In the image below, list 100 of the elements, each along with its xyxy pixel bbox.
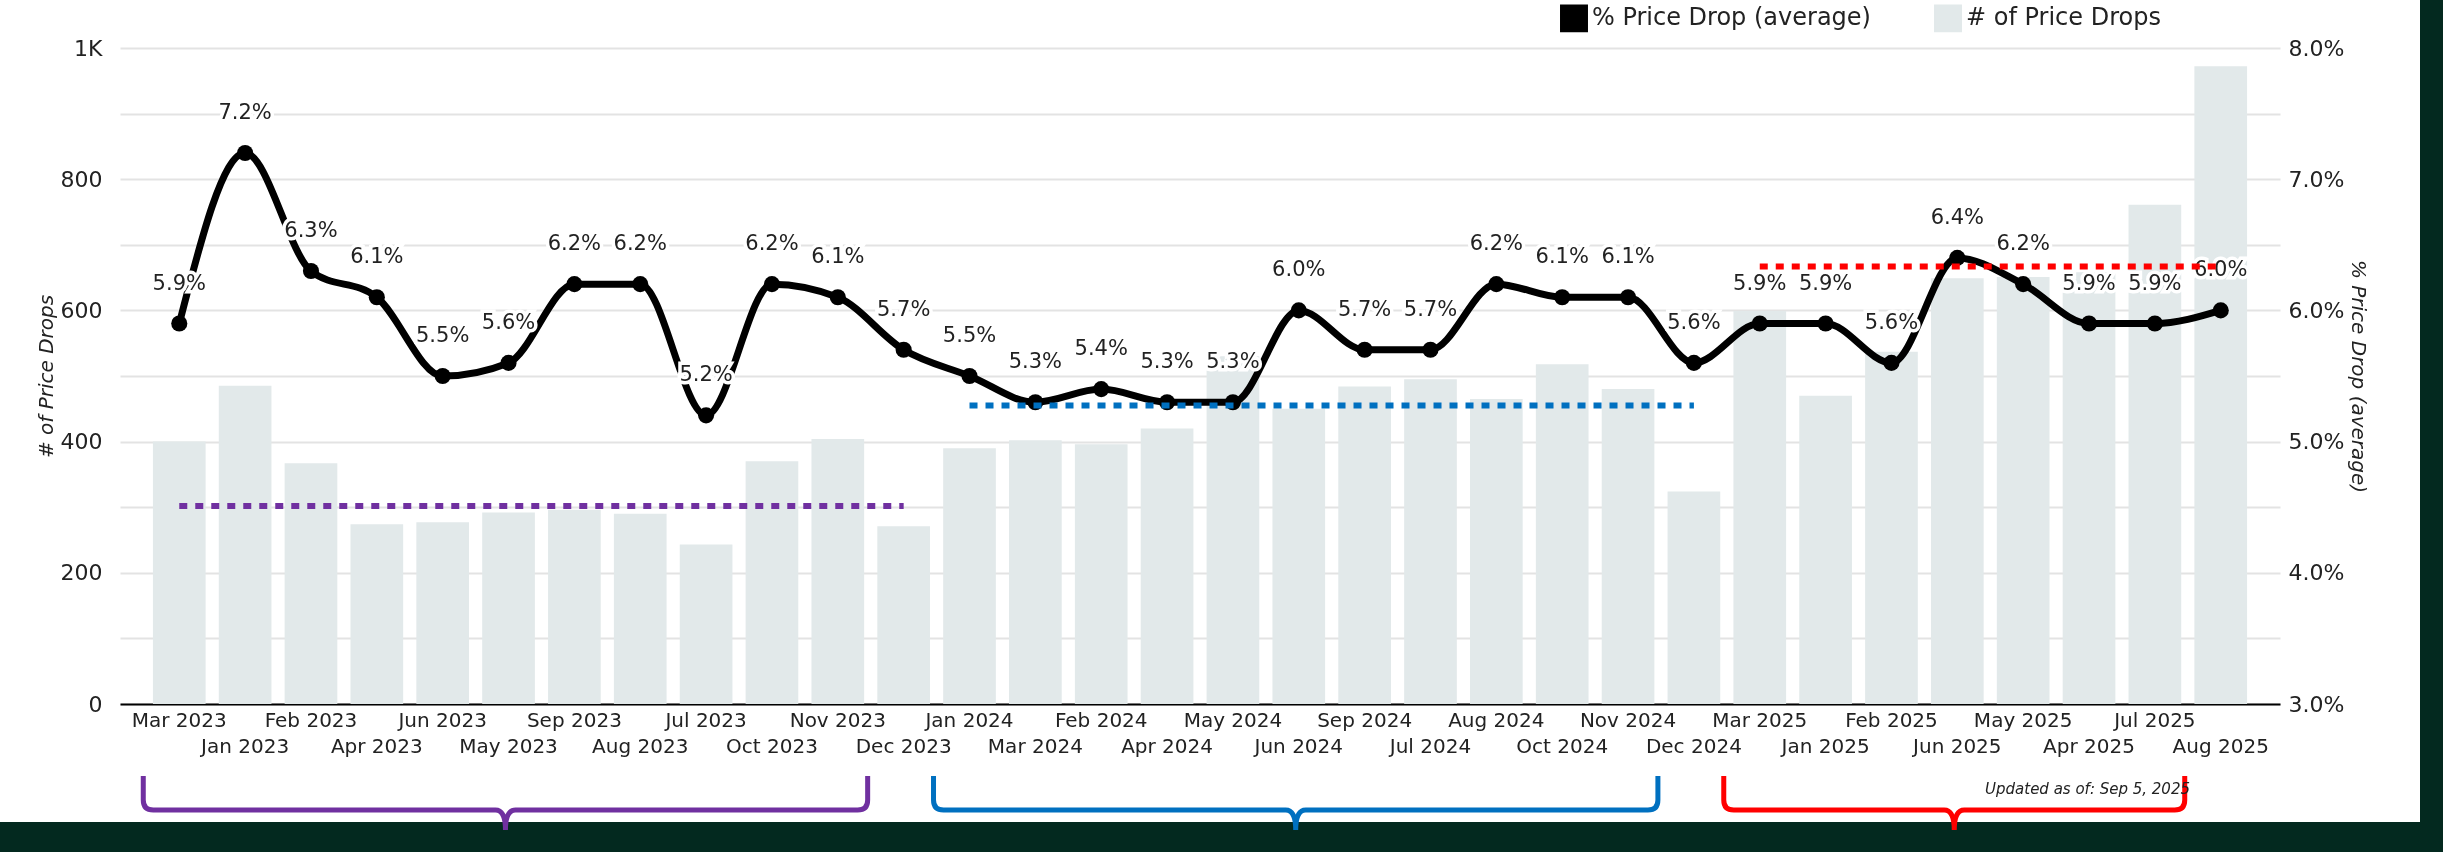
point — [1422, 341, 1439, 358]
y-tick-label: 200 — [60, 560, 103, 586]
x-tick-label: Dec 2023 — [855, 733, 952, 758]
point — [1093, 381, 1110, 398]
point — [2212, 302, 2229, 319]
y2-axis-title: % Price Drop (average) — [2347, 259, 2372, 494]
x-tick-label: Jul 2024 — [1387, 733, 1472, 758]
y-tick-label: 600 — [60, 297, 103, 323]
y-axis-title: # of Price Drops — [33, 294, 58, 459]
x-tick-label: Mar 2024 — [987, 733, 1083, 758]
data-label: 5.7% — [1337, 296, 1392, 321]
x-tick-label: Apr 2024 — [1121, 733, 1213, 758]
x-tick-label: Nov 2024 — [1579, 707, 1677, 732]
point — [1751, 315, 1768, 332]
x-tick-label: Jan 2023 — [199, 733, 290, 758]
x-tick-label: Nov 2023 — [789, 707, 886, 732]
data-label: 5.9% — [1733, 270, 1787, 295]
point — [1488, 276, 1505, 293]
x-tick-label: Mar 2025 — [1712, 707, 1808, 732]
data-label: 5.9% — [1798, 270, 1853, 295]
x-tick-label: Apr 2025 — [2043, 733, 2135, 758]
x-tick-label: Oct 2023 — [726, 733, 818, 758]
point — [1883, 354, 1900, 371]
x-tick-label: Jul 2025 — [2112, 707, 2196, 732]
x-tick-label: Dec 2024 — [1645, 733, 1742, 758]
x-tick-label: Feb 2024 — [1054, 707, 1148, 732]
y2-tick-label: 6.0% — [2288, 297, 2345, 323]
point — [434, 367, 451, 385]
data-label: 5.6% — [1864, 309, 1919, 334]
x-tick-label: May 2025 — [1973, 707, 2073, 732]
point — [171, 315, 188, 332]
point — [895, 341, 912, 358]
point — [1356, 341, 1373, 358]
point — [302, 262, 320, 280]
x-tick-label: Sep 2024 — [1317, 707, 1413, 732]
point — [368, 289, 385, 306]
x-tick-label: Feb 2025 — [1845, 707, 1938, 732]
data-label: 6.1% — [1535, 244, 1589, 269]
data-label: 5.4% — [1074, 336, 1128, 361]
x-tick-label: Aug 2023 — [592, 733, 689, 758]
x-tick-label: Sep 2023 — [526, 707, 622, 732]
point — [698, 407, 715, 424]
x-tick-label: Aug 2024 — [1448, 707, 1545, 732]
point — [829, 289, 846, 306]
point — [1290, 302, 1307, 319]
x-tick-label: Aug 2025 — [2172, 733, 2269, 758]
data-label: 5.3% — [1140, 349, 1194, 374]
point — [2146, 315, 2163, 332]
x-tick-label: Apr 2023 — [330, 733, 423, 758]
point — [237, 144, 254, 162]
data-label: 5.7% — [876, 296, 931, 321]
data-label: 5.9% — [2062, 270, 2116, 295]
x-tick-label: May 2023 — [459, 733, 558, 758]
point — [763, 276, 781, 293]
legend-label: # of Price Drops — [1966, 3, 2161, 32]
data-label: 5.5% — [942, 323, 997, 347]
data-label: 6.2% — [1469, 231, 1524, 256]
y2-tick-label: 7.0% — [2288, 166, 2345, 192]
x-tick-label: Jun 2023 — [396, 707, 487, 732]
point — [566, 276, 583, 293]
data-label: 5.7% — [1403, 296, 1458, 321]
data-label: 6.1% — [1601, 244, 1655, 269]
x-tick-label: Jun 2025 — [1911, 733, 2002, 758]
y-tick-label: 800 — [60, 166, 103, 192]
point — [632, 276, 649, 293]
y2-tick-label: 8.0% — [2288, 35, 2345, 61]
point — [1554, 289, 1571, 306]
x-tick-label: Feb 2023 — [264, 707, 358, 732]
y2-tick-label: 3.0% — [2288, 691, 2345, 717]
y2-tick-label: 5.0% — [2288, 429, 2345, 455]
y2-tick-label: 4.0% — [2288, 560, 2345, 586]
y-tick-label: 400 — [60, 429, 103, 455]
point — [961, 367, 978, 385]
y-tick-label: 0 — [88, 691, 103, 717]
point — [1817, 315, 1834, 332]
data-label: 6.2% — [745, 231, 799, 256]
data-label: 6.0% — [1272, 257, 1326, 282]
point — [500, 354, 517, 371]
data-label: 5.6% — [481, 309, 536, 334]
x-tick-label: Jan 2025 — [1779, 733, 1870, 758]
point — [2015, 276, 2032, 293]
data-label: 7.2% — [218, 99, 272, 124]
data-label: 5.3% — [1206, 349, 1260, 374]
point — [1685, 354, 1702, 371]
x-tick-label: Jun 2024 — [1252, 733, 1344, 758]
x-tick-label: Mar 2023 — [131, 707, 227, 732]
data-label: 6.2% — [613, 231, 667, 256]
point — [1619, 289, 1637, 306]
data-label: 6.1% — [811, 244, 865, 269]
x-tick-label: Jul 2023 — [663, 707, 747, 732]
data-label: 5.6% — [1667, 309, 1721, 334]
data-label: 6.2% — [1996, 231, 2050, 256]
x-tick-label: Oct 2024 — [1516, 733, 1609, 758]
data-label: 5.3% — [1008, 349, 1063, 374]
x-tick-label: Jan 2024 — [923, 707, 1014, 732]
data-label: 6.2% — [547, 231, 602, 256]
x-tick-label: May 2024 — [1183, 707, 1283, 732]
data-label: 6.1% — [350, 244, 404, 269]
data-label: 5.5% — [416, 323, 470, 347]
point — [2080, 315, 2098, 332]
